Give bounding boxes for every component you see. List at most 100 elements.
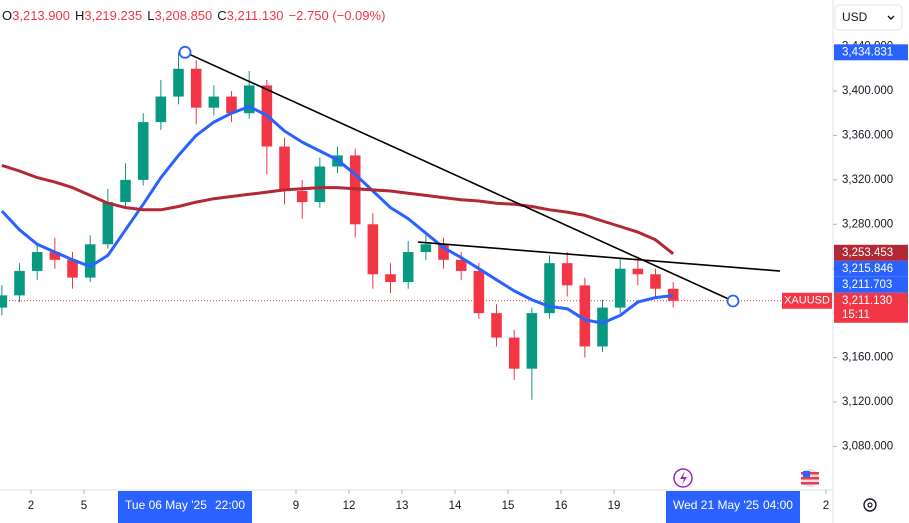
moving-average: [0, 105, 674, 325]
lightning-icon[interactable]: [673, 468, 693, 488]
candle-body: [455, 259, 467, 271]
candle-body: [385, 274, 396, 283]
candle-body: [120, 179, 131, 203]
candle-body: [0, 295, 8, 308]
y-tick-label: 3,320.000: [842, 174, 893, 186]
candle-body: [491, 313, 502, 338]
gear-hub[interactable]: [867, 502, 873, 508]
candle-body: [420, 244, 432, 253]
candle-body: [49, 252, 61, 260]
candle-body: [155, 96, 167, 123]
trend-handle: [726, 294, 740, 308]
candle-body: [190, 68, 202, 108]
flag-stripe: [801, 482, 819, 485]
y-tick-label: 3,400.000: [842, 85, 893, 97]
candle-body: [402, 252, 414, 283]
time-marker-box: [118, 491, 253, 523]
x-tick-label: 12: [343, 500, 356, 512]
y-tick-label: 3,280.000: [842, 218, 893, 230]
candle-body: [243, 85, 255, 114]
x-tick-label: 15: [502, 500, 515, 512]
candle-body: [102, 202, 114, 245]
symbol-label: XAUUSD: [784, 295, 830, 307]
legend-key: L: [147, 8, 154, 23]
candle-body: [296, 190, 308, 203]
legend-value: 3,219.235: [84, 8, 142, 23]
candle-body: [579, 285, 591, 347]
price-label-box: [834, 276, 908, 293]
candle-body: [438, 244, 449, 260]
ohlc-legend: O3,213.900 H3,219.235 L3,208.850 C3,211.130…: [2, 8, 385, 23]
legend-value: −2.750 (−0.09%): [289, 8, 386, 23]
x-tick-label: 19: [608, 500, 621, 512]
currency-text[interactable]: USD: [842, 10, 868, 24]
x-tick-label: 13: [396, 500, 409, 512]
gear[interactable]: [863, 498, 877, 512]
candle-body: [614, 268, 626, 308]
x-tick-label: 2: [28, 500, 34, 512]
x-tick-label: 16: [555, 500, 568, 512]
candle-body: [279, 146, 290, 191]
price-label: 3,253.453: [842, 247, 893, 259]
price-label-box: [834, 260, 908, 277]
y-tick-label: 3,360.000: [842, 129, 893, 141]
candle-body: [650, 274, 661, 289]
price-label: 3,211.130: [842, 295, 892, 307]
chevron[interactable]: [887, 15, 895, 20]
icon-bolt[interactable]: [680, 471, 687, 485]
currency-dropdown[interactable]: USD: [834, 4, 903, 31]
candle-body: [173, 68, 184, 97]
price-label-box: [834, 244, 908, 261]
x-tick-label: 9: [293, 500, 299, 512]
flag-canton: [803, 471, 810, 477]
trend-line: [417, 241, 781, 272]
candle-body: [508, 337, 520, 369]
candle-body: [473, 270, 485, 314]
countdown: 15:11: [842, 309, 870, 321]
candle-body: [544, 263, 555, 314]
candle-body: [314, 166, 326, 203]
price-label: 3,211.703: [842, 279, 892, 291]
flag-stripe: [801, 477, 819, 480]
time-marker-box: [665, 491, 800, 523]
candle-body: [208, 96, 220, 108]
flag-icon[interactable]: [801, 469, 819, 487]
y-tick-label: 3,120.000: [842, 396, 893, 408]
legend-value: 3,208.850: [154, 8, 212, 23]
candle-body: [31, 252, 43, 271]
x-tick-label: 5: [81, 500, 87, 512]
y-tick-label: 3,160.000: [842, 352, 893, 364]
trend-handle: [178, 45, 192, 59]
time-marker-date: Tue 06 May '25: [125, 498, 207, 512]
candle-body: [226, 96, 237, 114]
time-marker-time: 22:00: [215, 498, 245, 512]
legend-value: 3,211.130: [227, 8, 284, 23]
candle-body: [632, 268, 644, 275]
settings-icon[interactable]: [863, 498, 877, 512]
legend-key: O: [2, 8, 12, 23]
candle-body: [667, 288, 679, 301]
x-tick-label: 2: [823, 500, 829, 512]
data-layer: [0, 45, 833, 400]
price-label-box: [834, 292, 908, 323]
y-tick-label: 3,080.000: [842, 440, 893, 452]
candle-body: [561, 263, 573, 286]
candle-body: [67, 259, 78, 278]
price-label: 3,215.846: [842, 263, 893, 275]
legend-key: C: [217, 8, 226, 23]
candle-body: [367, 224, 379, 275]
candle-body: [14, 270, 25, 296]
price-label: 3,434.831: [842, 46, 893, 58]
candle-body: [597, 307, 608, 347]
time-marker-time: 04:00: [763, 498, 793, 512]
moving-average: [1, 163, 675, 255]
candle-body: [526, 313, 538, 369]
time-marker-date: Wed 21 May '25: [673, 498, 759, 512]
legend-value: 3,213.900: [12, 8, 70, 23]
candle-body: [84, 244, 96, 278]
symbol-box: [782, 292, 832, 309]
currency-box[interactable]: [834, 4, 903, 31]
legend-key: H: [75, 8, 84, 23]
